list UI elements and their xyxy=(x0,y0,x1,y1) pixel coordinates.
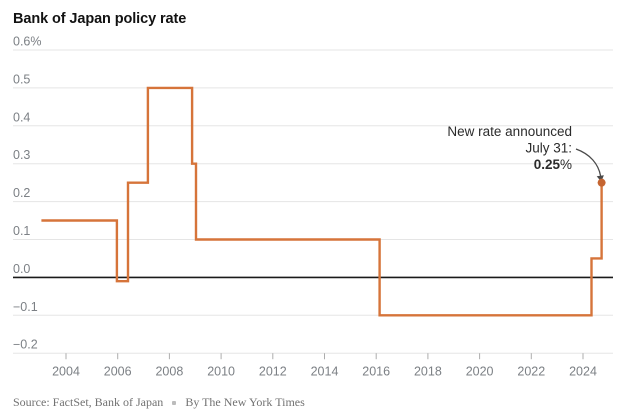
arrowhead-icon xyxy=(596,175,604,182)
y-axis-label: −0.2 xyxy=(13,338,38,352)
x-axis-label: 2006 xyxy=(104,365,132,379)
y-axis-label: 0.1 xyxy=(13,224,30,238)
chart-footer: Source: FactSet, Bank of Japan By The Ne… xyxy=(13,395,305,410)
policy-rate-line xyxy=(41,86,603,317)
x-axis-label: 2010 xyxy=(207,365,235,379)
y-axis-label: 0.0 xyxy=(13,262,30,276)
annotation-arrow xyxy=(575,148,602,177)
endpoint-dot xyxy=(597,178,606,187)
separator-dot-icon xyxy=(172,400,177,405)
x-axis-label: 2022 xyxy=(517,365,545,379)
y-axis-label: 0.5 xyxy=(13,72,30,86)
y-axis-label: 0.4 xyxy=(13,110,30,124)
y-axis-label: 0.6% xyxy=(13,35,42,49)
y-axis-label: 0.2 xyxy=(13,186,30,200)
chart-title: Bank of Japan policy rate xyxy=(13,11,187,27)
annotation-line-1: New rate announced xyxy=(447,124,572,139)
annotation-value: 0.25% xyxy=(534,157,572,172)
x-axis-label: 2016 xyxy=(362,365,390,379)
x-axis-label: 2012 xyxy=(259,365,287,379)
byline-text: By The New York Times xyxy=(185,395,305,409)
y-axis-label: 0.3 xyxy=(13,148,30,162)
x-axis-label: 2024 xyxy=(569,365,597,379)
x-axis-label: 2008 xyxy=(155,365,183,379)
x-axis-label: 2014 xyxy=(311,365,339,379)
x-axis-label: 2004 xyxy=(52,365,80,379)
y-axis-label: −0.1 xyxy=(13,300,38,314)
source-text: Source: FactSet, Bank of Japan xyxy=(13,395,164,409)
x-axis-label: 2018 xyxy=(414,365,442,379)
annotation-line-2: July 31: xyxy=(525,141,572,156)
x-axis-label: 2020 xyxy=(466,365,494,379)
